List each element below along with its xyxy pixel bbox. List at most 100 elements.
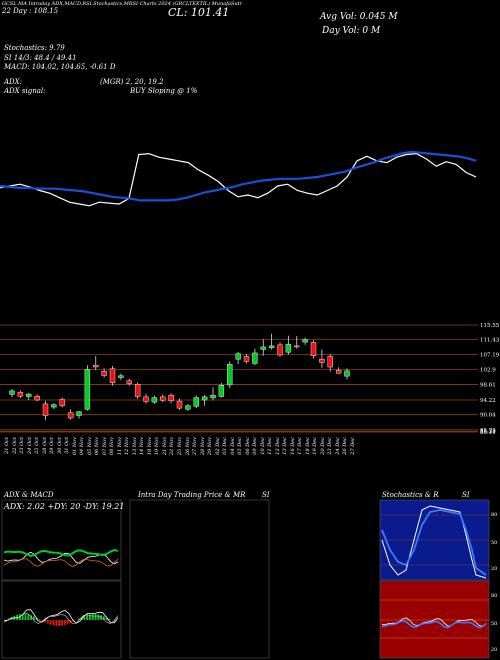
stoch-d-line (381, 509, 487, 576)
candle-body (17, 392, 24, 397)
macd-value: MACD: 104.02, 104.65, -0.61 D (4, 63, 116, 71)
price-tick-label: 85.75 (480, 428, 496, 434)
adx-line (3, 549, 119, 557)
candle-body (160, 396, 166, 401)
stoch-si-label: SI (462, 491, 470, 499)
candle-body (268, 345, 275, 348)
candle-body (126, 380, 132, 384)
candle-body (277, 344, 283, 356)
macd-histogram-bar (44, 620, 46, 623)
price-tick-label: 90.04 (480, 413, 496, 419)
adx-values: ADX: 2.02 +DY: 20 -DY: 19.21 (4, 502, 125, 511)
macd-histogram-bar (49, 620, 52, 625)
candle-body (134, 384, 141, 397)
macd-histogram-bar (72, 620, 74, 622)
candle-body (176, 400, 183, 409)
candle-body (93, 365, 99, 368)
macd-histogram-bar (41, 620, 44, 621)
candle-body (9, 390, 15, 395)
candle-body (67, 412, 74, 419)
panel-tick-label: 20 (491, 647, 498, 653)
panel-tick-label: 20 (491, 566, 498, 572)
macd-signal-line (3, 612, 119, 625)
panel-tick-label: 80 (491, 593, 498, 599)
price-tick-label: 98.61 (480, 383, 496, 389)
price-tick-label: 85.11 (480, 430, 496, 436)
minus-di-line (3, 558, 119, 567)
intraday-title: Intra Day Trading Price & MR (138, 491, 246, 499)
header-line: GCSL MA Intraday ADX,MACD,RSI,Stochastic… (2, 1, 242, 7)
stoch-axis: 80 50 20 (490, 500, 500, 580)
stats-row: 22 Day : 108.15 (2, 7, 59, 15)
candlestick-chart: 115.55 111.43 107.19 102.9 98.61 94.22 90.04 85… (0, 323, 500, 436)
macd-histogram-bar (63, 620, 66, 626)
candle-body (227, 363, 233, 386)
macd-histogram-bar (77, 618, 80, 620)
moving-average-line (0, 150, 477, 202)
candle-body (235, 353, 241, 360)
macd-histogram-bar (27, 614, 30, 620)
stochastic-line (0, 152, 477, 207)
panel-tick-label: 50 (491, 621, 498, 627)
macd-histogram-bar (38, 619, 41, 620)
candle-body (285, 343, 292, 353)
macd-histogram-bar (61, 620, 63, 626)
macd-histogram-bar (55, 620, 58, 626)
price-tick-label: 102.9 (480, 367, 496, 373)
candle-body (327, 356, 333, 368)
candle-body (109, 368, 116, 384)
macd-histogram-bar (30, 615, 32, 620)
adx-macd-title: ADX & MACD (4, 491, 54, 499)
macd-histogram-bar (105, 617, 108, 620)
price-tick-label: 111.43 (480, 337, 500, 343)
macd-histogram-bar (108, 618, 111, 620)
candle-body (260, 346, 266, 350)
candle-body (168, 394, 174, 401)
candle-body (59, 399, 65, 406)
macd-histogram-bar (91, 614, 94, 620)
rsi-line (381, 619, 487, 629)
candle-body (302, 339, 308, 343)
candle-body (118, 375, 124, 378)
candle-body (84, 369, 91, 410)
candle-body (210, 394, 216, 399)
candle-body (294, 345, 300, 348)
candle-body (143, 396, 149, 402)
macd-histogram-bar (94, 614, 97, 620)
intraday-si-label: SI (262, 491, 270, 499)
day-volume: Day Vol: 0 M (322, 26, 381, 36)
macd-histogram-bar (66, 620, 69, 625)
macd-histogram-bar (103, 616, 105, 620)
stoch-k-line (381, 505, 487, 579)
price-tick-label: 107.19 (480, 352, 500, 358)
candle-body (252, 352, 258, 364)
candle-body (344, 370, 350, 377)
macd-histogram-bar (89, 614, 91, 620)
candle-body (42, 403, 49, 416)
adx-signal-label: ADX signal: (4, 87, 46, 95)
macd-histogram-bar (97, 614, 100, 620)
price-tick-label: 115.55 (480, 323, 500, 329)
macd-histogram-bar (24, 614, 27, 620)
candle-body (218, 385, 225, 397)
candle-body (51, 404, 57, 408)
candle-body (243, 356, 250, 362)
stoch-title: Stochastics & R (382, 491, 439, 499)
si-value: SI 14/3: 48.4 / 49.41 (4, 54, 77, 62)
price-tick-label: 94.22 (480, 398, 496, 404)
candle-body (193, 397, 199, 407)
candle-body (319, 359, 325, 363)
mgr-value: (MGR) 2, 20, 19.2 (100, 78, 164, 86)
adx-label: ADX: (4, 78, 23, 86)
macd-histogram-bar (52, 620, 55, 626)
candle-body (335, 369, 342, 374)
buy-signal: BUY Sloping @ 1% (130, 87, 198, 95)
candle-body (76, 411, 82, 416)
candle-body (34, 395, 40, 401)
close-price: CL: 101.41 (168, 6, 230, 19)
panel-tick-label: 80 (491, 512, 498, 518)
candle-body (185, 405, 191, 410)
stochastics-value: Stochastics: 9.79 (4, 44, 65, 52)
candle-body (310, 342, 317, 356)
